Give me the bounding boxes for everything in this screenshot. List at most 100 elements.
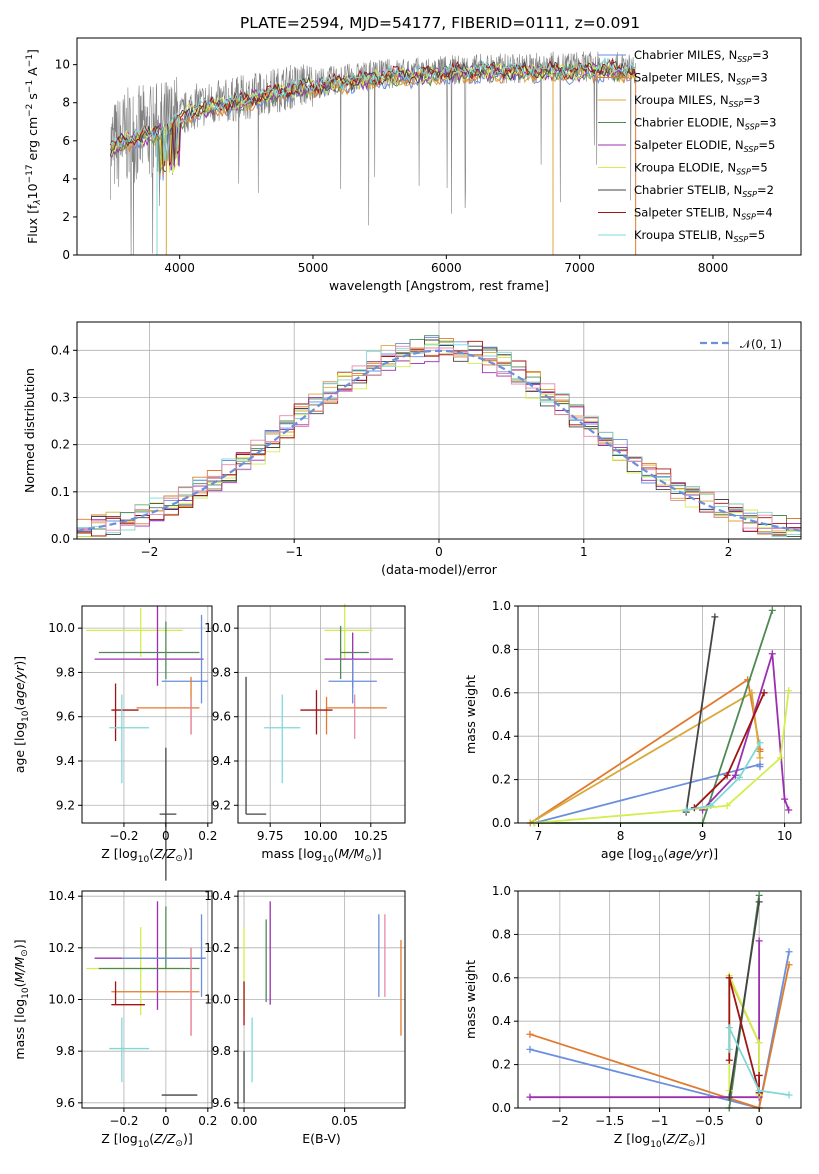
y-axis-label-part: )]: [12, 939, 27, 949]
x-axis-label-part: (: [662, 1131, 667, 1146]
x-tick-label: 7000: [564, 261, 595, 275]
errorbar-salpeter_elodie: [94, 606, 204, 686]
y-axis-label: mass weight: [463, 960, 478, 1039]
y-tick-label: 0.8: [492, 642, 511, 656]
legend-entry-part: Salpeter ELODIE, N: [634, 138, 744, 152]
errorbar-salpeter_elodie: [324, 632, 393, 688]
panel-age_vs_Z: −0.2 0 0.29.29.49.69.810.0Z [log10(Z/Z⊙)]a…: [12, 605, 217, 881]
x-tick-label: 2: [725, 545, 733, 559]
x-tick-label: −0.2: [109, 829, 138, 843]
legend-entry-part: =5: [751, 161, 768, 175]
legend-entry-kroupa_elodie: Kroupa ELODIE, NSSP=5: [634, 161, 768, 177]
y-tick-label: 0: [62, 248, 70, 262]
weight-line-chabrier_elodie: [534, 610, 774, 824]
errorbar-kroupa_stelib: [109, 1017, 150, 1083]
x-axis-label: wavelength [Angstrom, rest frame]: [329, 278, 549, 293]
y-axis-label: Normed distribution: [22, 368, 37, 493]
x-axis-label-part: age [log: [601, 846, 652, 861]
legend-entry-part: Chabrier ELODIE, N: [634, 116, 745, 130]
y-tick-label: 0.6: [492, 686, 511, 700]
plot-area: [526, 606, 793, 827]
y-tick-label: 6: [62, 134, 70, 148]
x-axis-label-part: Z [log: [614, 1131, 650, 1146]
x-axis-label-part: ⊙: [364, 854, 372, 864]
errorbar-chabrier_stelib: [159, 747, 177, 881]
histogram-chabrier_elodie: [77, 335, 801, 538]
y-tick-label: 0.3: [51, 390, 70, 404]
y-axis-label-part: A: [25, 67, 40, 80]
x-axis-label-part: M/M: [339, 846, 365, 861]
errorbar-kroupa_stelib: [264, 694, 301, 784]
y-axis-label-part: s: [25, 93, 40, 104]
axes-frame: [517, 605, 802, 824]
weight-line-kroupa_stelib: [728, 1027, 790, 1096]
y-axis-label-part: ⊙: [20, 949, 30, 957]
x-axis-label: Z [log10(Z/Z⊙)]: [614, 1131, 705, 1150]
y-tick-label: 0.0: [492, 1101, 511, 1115]
legend-entry-part: =3: [752, 48, 769, 62]
x-tick-label: −1: [285, 545, 303, 559]
legend-entry-part: =5: [758, 138, 775, 152]
legend-entry-part: SSP: [742, 190, 757, 199]
y-tick-label: 9.8: [212, 1044, 231, 1058]
x-tick-label: 9: [699, 829, 707, 843]
y-tick-label: 9.4: [56, 754, 75, 768]
errorbar-salpeter_miles: [136, 676, 200, 735]
errorbar-chabrier_elodie: [98, 906, 200, 970]
x-axis-label: Z [log10(Z/Z⊙)]: [101, 1131, 192, 1150]
x-tick-label: −1.5: [595, 1114, 624, 1128]
legend-entry-salpeter_miles: Salpeter MILES, NSSP=3: [634, 71, 768, 87]
figure-title: PLATE=2594, MJD=54177, FIBERID=0111, z=0…: [240, 14, 640, 32]
weight-marker-salpeter_stelib: [760, 689, 768, 697]
y-tick-label: 0.8: [492, 927, 511, 941]
errorbar-salpeter_stelib: [111, 981, 145, 1006]
model-spectrum-chabrier_stelib: [109, 60, 636, 173]
x-tick-label: 0.2: [198, 829, 217, 843]
x-axis-label-part: ⊙: [175, 854, 183, 864]
axes-frame: [81, 605, 213, 824]
axes-frame: [237, 605, 406, 824]
errorbar-salpeter_miles: [325, 696, 387, 735]
weight-marker-chabrier_stelib: [725, 1093, 733, 1101]
x-tick-label: 7: [535, 829, 543, 843]
weight-line-chabrier_stelib: [728, 901, 760, 1098]
legend-entry-part: SSP: [744, 145, 759, 154]
weight-marker-kroupa_stelib: [785, 1091, 793, 1099]
y-axis-label: Flux [fλ10−17 erg cm−2 s−1 A−1]: [25, 49, 43, 244]
weight-marker-salpeter_stelib: [725, 974, 733, 982]
histogram-pink: [77, 345, 801, 531]
errorbar-chabrier_elodie: [339, 625, 369, 680]
x-tick-label: 5000: [298, 261, 329, 275]
y-tick-label: 10.0: [48, 621, 75, 635]
legend-entry-part: SSP: [741, 213, 756, 222]
y-tick-label: 9.2: [212, 798, 231, 812]
x-tick-label: 9.75: [257, 829, 284, 843]
y-axis-label: mass [log10(M/M⊙)]: [12, 939, 31, 1059]
panel-weight_vs_Z: −2 −1.5 −1 −0.5 0 0.0 0.2 0.4 0.6 0.8 1.0 Z [log10(…: [463, 884, 802, 1150]
histogram-kroupa_stelib: [77, 343, 801, 538]
y-tick-label: 0.2: [492, 1058, 511, 1072]
weight-marker-chabrier_miles: [785, 948, 793, 956]
y-axis-label-part: age [log: [12, 722, 27, 773]
y-axis-label-part: Flux [f: [25, 204, 40, 244]
errorbar-chabrier_miles: [161, 614, 208, 704]
y-axis-label-part: −1: [25, 80, 35, 93]
weight-marker-salpeter_miles: [785, 961, 793, 969]
plot-area: [86, 606, 208, 881]
x-axis-label-part: 10: [138, 1140, 150, 1150]
legend-entry-part: SSP: [737, 55, 752, 64]
x-axis-label-part: 10: [138, 855, 150, 865]
legend-entry-part: Kroupa MILES, N: [634, 93, 729, 107]
errorbar-chabrier_elodie: [98, 621, 200, 680]
x-tick-label: 1: [580, 545, 588, 559]
weight-marker-salpeter_elodie: [768, 650, 776, 658]
x-axis-label-part: Z/Z: [153, 846, 176, 861]
y-tick-label: 9.6: [212, 1096, 231, 1110]
legend-entry-part: =3: [743, 93, 760, 107]
y-tick-label: 0.2: [492, 773, 511, 787]
weight-marker-kroupa_miles: [748, 689, 756, 697]
y-tick-label: 10.2: [48, 941, 75, 955]
weight-line-kroupa_miles: [529, 691, 761, 824]
